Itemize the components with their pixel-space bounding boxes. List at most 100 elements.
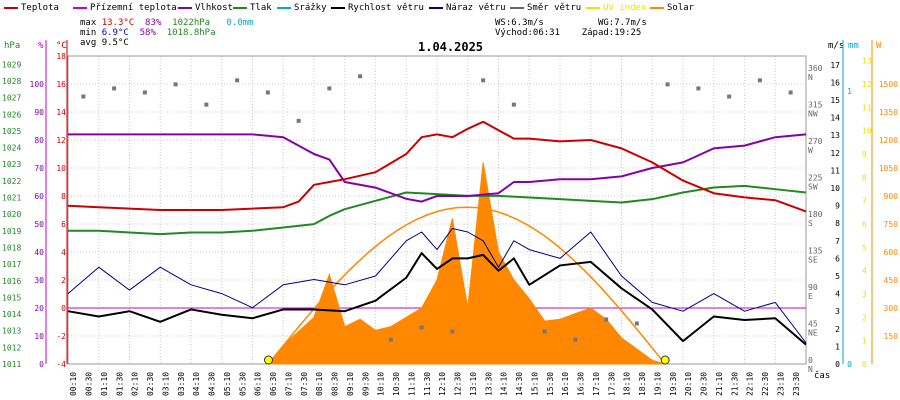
tick-dir-deg: 270 <box>808 137 823 146</box>
tick-wind: 11 <box>830 166 840 175</box>
wind-dir-point <box>511 102 516 107</box>
tick-solar: 300 <box>884 304 899 313</box>
tick-wind: 2 <box>835 325 840 334</box>
tick-temp: 16 <box>56 80 66 89</box>
tick-pressure: 1011 <box>2 360 21 369</box>
tick-uv: 6 <box>862 220 867 229</box>
x-tick-label: 22:30 <box>761 372 770 396</box>
wind-dir-point <box>296 118 301 123</box>
x-tick-label: 23:10 <box>776 372 785 396</box>
legend: Teplota Přízemní teplota Vlhkost Tlak Sr… <box>0 0 900 16</box>
x-tick-label: 17:30 <box>607 372 616 396</box>
x-tick-label: 21:10 <box>715 372 724 396</box>
tick-uv: 2 <box>862 313 867 322</box>
tick-rain: 1 <box>847 87 852 96</box>
unit-w: W <box>876 41 882 51</box>
x-tick-label: 19:30 <box>669 372 678 396</box>
tick-pressure: 1028 <box>2 77 21 86</box>
unit-hpa: hPa <box>4 41 20 51</box>
tick-dir-name: NE <box>808 329 818 338</box>
tick-wind: 4 <box>835 290 840 299</box>
chart-title: 1.04.2025 <box>418 40 484 54</box>
tick-uv: 11 <box>862 103 872 112</box>
tick-dir-name: N <box>808 365 813 374</box>
x-tick-label: 11:10 <box>407 372 416 396</box>
tick-dir-deg: 180 <box>808 210 823 219</box>
tick-pressure: 1016 <box>2 277 21 286</box>
series-lines <box>67 120 807 346</box>
tick-solar: 900 <box>884 192 899 201</box>
x-tick-label: 11:30 <box>423 372 432 396</box>
x-tick-label: 02:30 <box>146 372 155 396</box>
tick-wind: 9 <box>835 202 840 211</box>
legend-item-naraz: Náraz větru <box>429 3 506 13</box>
tick-dir-name: N <box>808 73 813 82</box>
x-tick-label: 05:30 <box>238 372 247 396</box>
tick-temp: 10 <box>56 164 66 173</box>
x-tick-label: 04:10 <box>192 372 201 396</box>
min-press: 1018.8hPa <box>166 28 216 38</box>
tick-temp: 6 <box>61 220 66 229</box>
tick-wind: 8 <box>835 219 840 228</box>
x-tick-label: 05:10 <box>223 372 232 396</box>
tick-wind: 0 <box>835 360 840 369</box>
tick-wind: 7 <box>835 237 840 246</box>
x-tick-label: 07:10 <box>284 372 293 396</box>
tick-wind: 12 <box>830 149 840 158</box>
x-tick-label: 00:10 <box>69 372 78 396</box>
tick-wind: 16 <box>830 78 840 87</box>
series-vlhkost <box>68 133 807 203</box>
x-tick-label: 03:30 <box>177 372 186 396</box>
x-tick-label: 23:30 <box>792 372 801 396</box>
legend-item-srazky: Srážky <box>277 3 327 13</box>
tick-pressure: 1024 <box>2 144 21 153</box>
tick-wind: 3 <box>835 307 840 316</box>
sun-arc <box>263 206 670 365</box>
x-tick-label: 08:10 <box>315 372 324 396</box>
wind-dir-point <box>450 329 455 334</box>
x-tick-label: 15:30 <box>546 372 555 396</box>
wind-dir-point <box>358 74 363 79</box>
sunset-marker <box>660 355 670 365</box>
tick-dir-name: W <box>808 146 813 155</box>
max-temp: 13.3°C <box>101 18 135 28</box>
tick-dir-name: NW <box>808 110 818 119</box>
tick-pressure: 1029 <box>2 60 21 69</box>
tick-uv: 8 <box>862 173 867 182</box>
x-tick-label: 07:30 <box>300 372 309 396</box>
x-tick-label: 00:30 <box>85 372 94 396</box>
tick-temp: 0 <box>61 304 66 313</box>
x-tick-label: 13:30 <box>484 372 493 396</box>
solar-area <box>266 162 665 365</box>
tick-uv: 4 <box>862 267 867 276</box>
wind-dir-point <box>788 90 793 95</box>
tick-humidity: 10 <box>34 332 44 341</box>
x-tick-label: 12:30 <box>454 372 463 396</box>
ws-value: WS:6.3m/s <box>495 18 544 28</box>
series-rychlost-větru <box>67 252 807 346</box>
tick-pressure: 1022 <box>2 177 21 186</box>
x-tick-label: 06:30 <box>269 372 278 396</box>
legend-item-prizemni: Přízemní teplota <box>73 3 177 13</box>
max-label: max <box>80 18 97 28</box>
tick-temp: 4 <box>61 248 66 257</box>
tick-pressure: 1027 <box>2 94 21 103</box>
tick-dir-name: S <box>808 219 813 228</box>
x-tick-label: 22:10 <box>746 372 755 396</box>
x-tick-label: 08:30 <box>331 372 340 396</box>
tick-uv: 12 <box>862 80 872 89</box>
unit-mm: mm <box>848 41 859 51</box>
x-tick-label: 18:30 <box>638 372 647 396</box>
wind-dir-point <box>142 90 147 95</box>
tick-uv: 1 <box>862 337 867 346</box>
wind-dir-point <box>204 102 209 107</box>
wind-dir-point <box>665 82 670 87</box>
legend-item-smer: Směr větru <box>510 3 581 13</box>
tick-temp: 14 <box>56 108 66 117</box>
x-tick-label: 21:30 <box>730 372 739 396</box>
unit-degc: °C <box>56 41 67 51</box>
axes: 1011101210131014101510161017101810191020… <box>2 40 898 381</box>
tick-solar: 450 <box>884 276 899 285</box>
x-tick-label: 18:10 <box>623 372 632 396</box>
tick-wind: 1 <box>835 342 840 351</box>
